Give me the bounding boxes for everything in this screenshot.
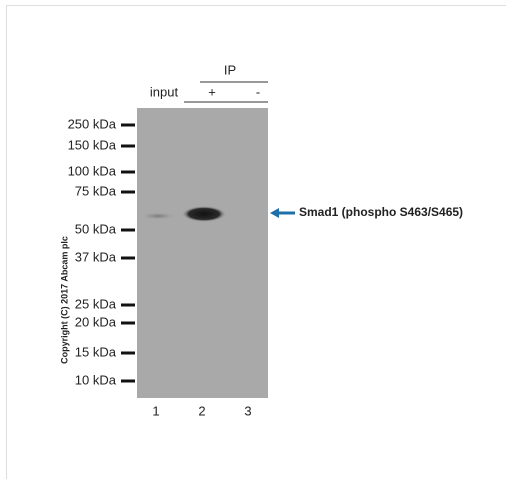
marker-label: 25 kDa — [75, 296, 117, 311]
marker-label: 75 kDa — [75, 183, 117, 198]
band-lane-2 — [182, 206, 226, 222]
marker-label: 250 kDa — [68, 116, 117, 131]
minus-label: - — [256, 84, 260, 99]
copyright: Copyright (C) 2017 Abcam plc — [59, 236, 69, 364]
ip-label: IP — [224, 62, 236, 77]
marker-label: 20 kDa — [75, 314, 117, 329]
lane-number: 2 — [198, 403, 205, 418]
band-lane-1 — [139, 212, 177, 220]
marker-label: 15 kDa — [75, 344, 117, 359]
input-label: input — [150, 84, 179, 99]
lane-number: 1 — [152, 403, 159, 418]
marker-label: 37 kDa — [75, 249, 117, 264]
marker-label: 50 kDa — [75, 221, 117, 236]
marker-label: 100 kDa — [68, 163, 117, 178]
marker-label: 10 kDa — [75, 372, 117, 387]
annotation: Smad1 (phospho S463/S465) — [299, 205, 463, 219]
figure: IP input + - Smad1 (phospho S463/S465) C… — [0, 0, 506, 479]
plus-label: + — [208, 84, 216, 99]
lane-number: 3 — [244, 403, 251, 418]
blot — [137, 108, 268, 398]
marker-label: 150 kDa — [68, 137, 117, 152]
